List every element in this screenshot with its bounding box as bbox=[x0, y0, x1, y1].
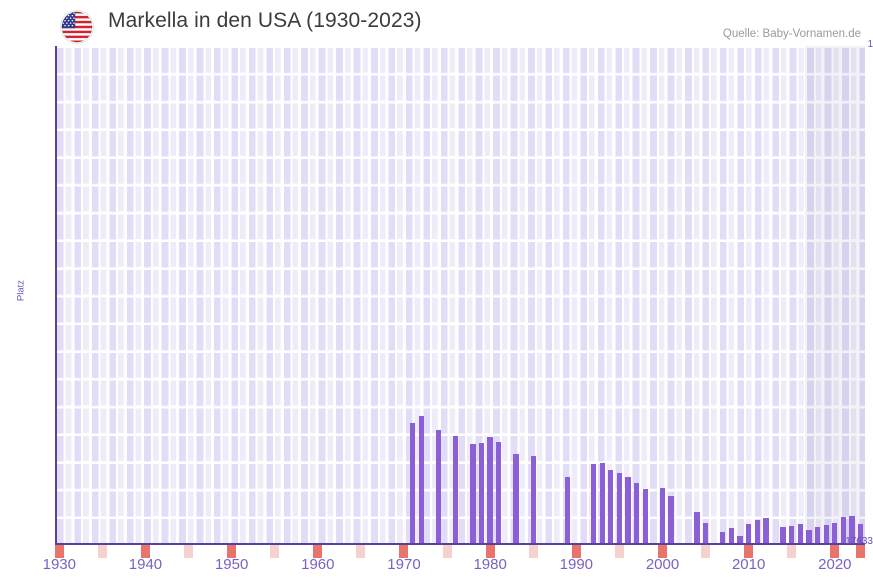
x-axis-tick-2000: 2000 bbox=[645, 556, 680, 573]
bar bbox=[590, 463, 597, 545]
bar bbox=[823, 524, 829, 545]
half-decade-marker-1965 bbox=[356, 545, 366, 558]
x-axis-tick-1950: 1950 bbox=[214, 556, 249, 573]
y-axis-tick-top: 1 bbox=[867, 39, 873, 50]
chart-title: Markella in den USA (1930-2023) bbox=[108, 9, 422, 32]
bar bbox=[616, 472, 623, 545]
x-axis-tick-1960: 1960 bbox=[301, 556, 335, 573]
bar bbox=[840, 517, 847, 545]
decade-marker-1960 bbox=[313, 545, 323, 558]
bar bbox=[806, 530, 812, 545]
chart-header: Markella in den USA (1930-2023) Quelle: … bbox=[0, 0, 873, 46]
decade-marker-1970 bbox=[399, 545, 409, 558]
us-flag-icon bbox=[61, 11, 93, 43]
bar bbox=[789, 525, 795, 545]
bar bbox=[513, 453, 519, 545]
y-axis-line bbox=[55, 46, 57, 545]
decade-marker-1950 bbox=[227, 545, 237, 558]
x-axis-line bbox=[55, 543, 865, 545]
decade-marker-1940 bbox=[140, 545, 150, 558]
bar bbox=[763, 518, 769, 545]
bar bbox=[453, 435, 459, 545]
bar bbox=[832, 522, 838, 545]
bar bbox=[702, 523, 709, 545]
half-decade-marker-1975 bbox=[442, 545, 452, 558]
decade-marker-1980 bbox=[485, 545, 495, 558]
decade-marker-2000 bbox=[658, 545, 667, 558]
half-decade-marker-2005 bbox=[701, 545, 711, 558]
half-decade-marker-1995 bbox=[614, 545, 624, 558]
half-decade-marker-1955 bbox=[270, 545, 280, 558]
bar bbox=[608, 470, 614, 545]
half-decade-marker-2015 bbox=[787, 545, 797, 558]
bar bbox=[728, 527, 735, 545]
y-axis-tick-bottom: 17633 bbox=[845, 536, 873, 547]
bar-series bbox=[55, 46, 865, 545]
decade-marker-2020 bbox=[830, 545, 840, 558]
bar bbox=[659, 488, 666, 545]
x-axis-tick-2010: 2010 bbox=[731, 556, 766, 573]
bar bbox=[599, 463, 605, 545]
bar bbox=[565, 477, 571, 545]
bar bbox=[409, 423, 416, 545]
x-axis-tick-1930: 1930 bbox=[42, 556, 76, 573]
half-decade-marker-1935 bbox=[97, 545, 107, 558]
bar bbox=[642, 488, 648, 545]
bar bbox=[625, 477, 631, 545]
bar bbox=[754, 520, 760, 545]
bar bbox=[849, 516, 855, 545]
bar bbox=[720, 532, 726, 545]
bar bbox=[478, 443, 485, 545]
bar bbox=[530, 456, 536, 545]
bar bbox=[737, 536, 743, 545]
bar bbox=[780, 527, 786, 545]
x-axis-tick-1970: 1970 bbox=[387, 556, 421, 573]
x-axis-tick-1990: 1990 bbox=[559, 556, 594, 573]
decade-marker-1990 bbox=[571, 545, 581, 558]
bar bbox=[858, 523, 864, 545]
bar bbox=[633, 483, 640, 545]
bar bbox=[496, 441, 502, 545]
decade-marker-1930 bbox=[54, 545, 64, 558]
half-decade-marker-1945 bbox=[184, 545, 194, 558]
end-marker-2023 bbox=[856, 545, 866, 558]
half-decade-marker-1985 bbox=[528, 545, 538, 558]
bar bbox=[470, 443, 476, 545]
x-axis-tick-1940: 1940 bbox=[128, 556, 163, 573]
bar bbox=[418, 416, 424, 545]
bar bbox=[745, 523, 752, 545]
bar bbox=[435, 429, 442, 545]
y-axis-title: Platz bbox=[15, 279, 27, 302]
bar bbox=[487, 436, 493, 545]
bar bbox=[668, 495, 674, 545]
grid-lines bbox=[55, 46, 865, 545]
x-axis-tick-1980: 1980 bbox=[473, 556, 507, 573]
x-axis-tick-2020: 2020 bbox=[818, 556, 852, 573]
plot-area bbox=[55, 46, 865, 545]
bar bbox=[797, 523, 804, 545]
bar bbox=[814, 526, 821, 545]
decade-marker-2010 bbox=[744, 545, 754, 558]
source-attribution: Quelle: Baby-Vornamen.de bbox=[722, 28, 861, 40]
bar bbox=[694, 512, 700, 545]
